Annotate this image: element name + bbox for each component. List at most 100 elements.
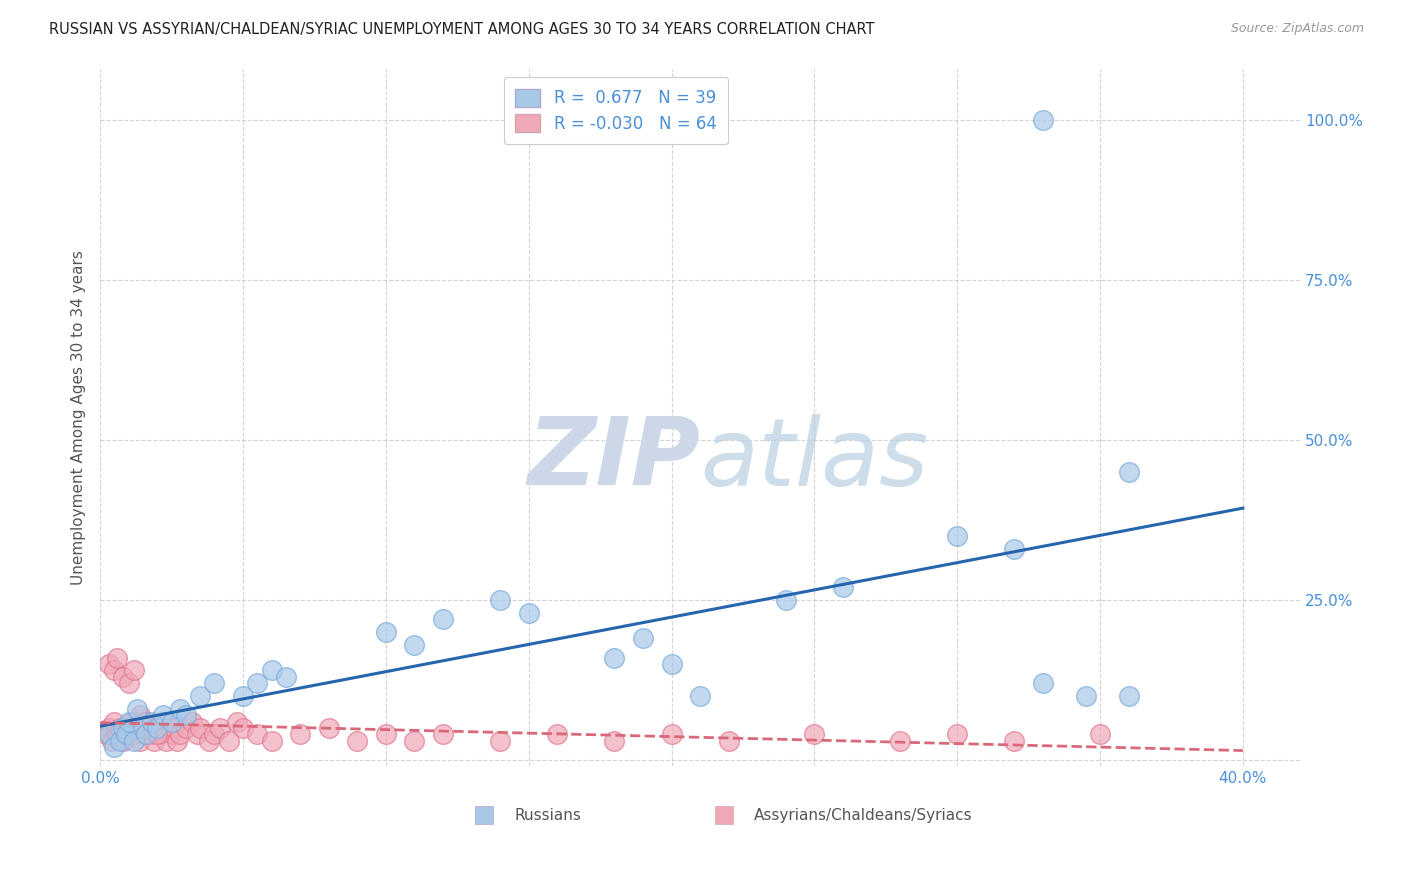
Point xyxy=(318,721,340,735)
Point xyxy=(138,721,160,735)
Point xyxy=(127,721,149,735)
Point xyxy=(803,727,825,741)
Point xyxy=(1118,689,1140,703)
Point xyxy=(946,727,969,741)
Point xyxy=(169,702,191,716)
Point xyxy=(157,721,180,735)
Point xyxy=(103,664,125,678)
Point xyxy=(946,529,969,543)
Point xyxy=(108,733,131,747)
Point xyxy=(105,650,128,665)
Point xyxy=(404,733,426,747)
Point xyxy=(135,714,157,729)
Point xyxy=(226,714,249,729)
Point xyxy=(188,721,211,735)
Point xyxy=(202,727,225,741)
Point xyxy=(124,664,146,678)
Y-axis label: Unemployment Among Ages 30 to 34 years: Unemployment Among Ages 30 to 34 years xyxy=(72,250,86,585)
Point xyxy=(603,733,626,747)
Point xyxy=(111,670,134,684)
Point xyxy=(1002,541,1025,556)
Point xyxy=(209,721,232,735)
Point xyxy=(97,657,120,671)
Text: ZIP: ZIP xyxy=(527,413,700,505)
Point xyxy=(132,714,155,729)
Point xyxy=(124,727,146,741)
Point xyxy=(218,733,240,747)
Point xyxy=(432,727,454,741)
Text: Assyrians/Chaldeans/Syriacs: Assyrians/Chaldeans/Syriacs xyxy=(754,808,973,822)
Point xyxy=(115,727,138,741)
Point xyxy=(127,702,149,716)
Point xyxy=(174,708,197,723)
Point xyxy=(141,714,163,729)
Point xyxy=(166,733,188,747)
Point xyxy=(174,721,197,735)
Point xyxy=(1088,727,1111,741)
Point xyxy=(661,727,683,741)
Point xyxy=(152,714,174,729)
Point xyxy=(155,733,177,747)
Point xyxy=(202,676,225,690)
Point xyxy=(246,676,269,690)
Point xyxy=(197,733,219,747)
Point xyxy=(146,721,169,735)
Point xyxy=(489,593,512,607)
Point xyxy=(103,740,125,755)
Point xyxy=(260,733,283,747)
Point xyxy=(163,721,186,735)
Point xyxy=(132,721,155,735)
Point xyxy=(246,727,269,741)
Text: Russians: Russians xyxy=(515,808,581,822)
Point xyxy=(160,727,183,741)
Point xyxy=(111,733,134,747)
Point xyxy=(1032,112,1054,127)
Point xyxy=(374,624,396,639)
Point xyxy=(149,727,172,741)
Point xyxy=(374,727,396,741)
Point xyxy=(105,727,128,741)
Point xyxy=(135,727,157,741)
Point xyxy=(775,593,797,607)
Point xyxy=(603,650,626,665)
Point xyxy=(546,727,568,741)
Point xyxy=(115,727,138,741)
Point xyxy=(129,708,152,723)
Point xyxy=(188,689,211,703)
Point xyxy=(1032,676,1054,690)
Point xyxy=(889,733,911,747)
Point xyxy=(832,580,855,594)
Point xyxy=(143,733,166,747)
Point xyxy=(108,721,131,735)
Point xyxy=(432,612,454,626)
Point xyxy=(1074,689,1097,703)
Point xyxy=(274,670,297,684)
Point xyxy=(689,689,711,703)
Point xyxy=(121,714,143,729)
Point xyxy=(97,721,120,735)
Point xyxy=(1002,733,1025,747)
Text: Source: ZipAtlas.com: Source: ZipAtlas.com xyxy=(1230,22,1364,36)
Point xyxy=(124,733,146,747)
Point xyxy=(717,733,740,747)
Point xyxy=(103,714,125,729)
Point xyxy=(1118,465,1140,479)
Point xyxy=(141,727,163,741)
Point xyxy=(97,727,120,741)
Point xyxy=(146,727,169,741)
Point xyxy=(141,721,163,735)
Point xyxy=(118,676,141,690)
Point xyxy=(288,727,311,741)
Point xyxy=(346,733,368,747)
Point xyxy=(100,733,122,747)
Point xyxy=(152,708,174,723)
Text: RUSSIAN VS ASSYRIAN/CHALDEAN/SYRIAC UNEMPLOYMENT AMONG AGES 30 TO 34 YEARS CORRE: RUSSIAN VS ASSYRIAN/CHALDEAN/SYRIAC UNEM… xyxy=(49,22,875,37)
Point xyxy=(186,727,208,741)
Legend: R =  0.677   N = 39, R = -0.030   N = 64: R = 0.677 N = 39, R = -0.030 N = 64 xyxy=(503,77,728,145)
Point xyxy=(94,727,117,741)
Point xyxy=(111,721,134,735)
Point xyxy=(180,714,202,729)
Point xyxy=(232,721,254,735)
Point xyxy=(129,733,152,747)
Point xyxy=(631,632,654,646)
